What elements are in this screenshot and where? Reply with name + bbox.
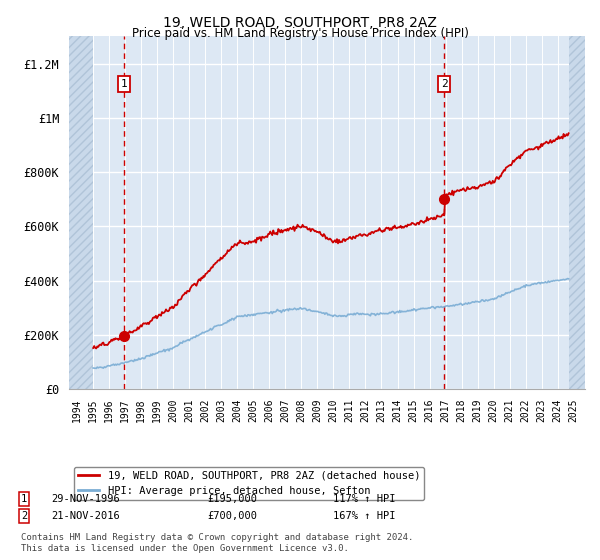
Bar — [569, 36, 585, 389]
Text: 21-NOV-2016: 21-NOV-2016 — [51, 511, 120, 521]
Text: 2: 2 — [441, 79, 448, 89]
Text: 167% ↑ HPI: 167% ↑ HPI — [333, 511, 395, 521]
Text: 2: 2 — [21, 511, 27, 521]
Legend: 19, WELD ROAD, SOUTHPORT, PR8 2AZ (detached house), HPI: Average price, detached: 19, WELD ROAD, SOUTHPORT, PR8 2AZ (detac… — [74, 466, 424, 500]
Text: 1: 1 — [21, 494, 27, 504]
Text: £195,000: £195,000 — [207, 494, 257, 504]
Bar — [69, 36, 93, 389]
Text: Contains HM Land Registry data © Crown copyright and database right 2024.
This d: Contains HM Land Registry data © Crown c… — [21, 533, 413, 553]
Bar — [69, 36, 93, 389]
Text: 117% ↑ HPI: 117% ↑ HPI — [333, 494, 395, 504]
Text: 29-NOV-1996: 29-NOV-1996 — [51, 494, 120, 504]
Text: £700,000: £700,000 — [207, 511, 257, 521]
Text: 1: 1 — [121, 79, 127, 89]
Text: Price paid vs. HM Land Registry's House Price Index (HPI): Price paid vs. HM Land Registry's House … — [131, 27, 469, 40]
Bar — [569, 36, 585, 389]
Text: 19, WELD ROAD, SOUTHPORT, PR8 2AZ: 19, WELD ROAD, SOUTHPORT, PR8 2AZ — [163, 16, 437, 30]
